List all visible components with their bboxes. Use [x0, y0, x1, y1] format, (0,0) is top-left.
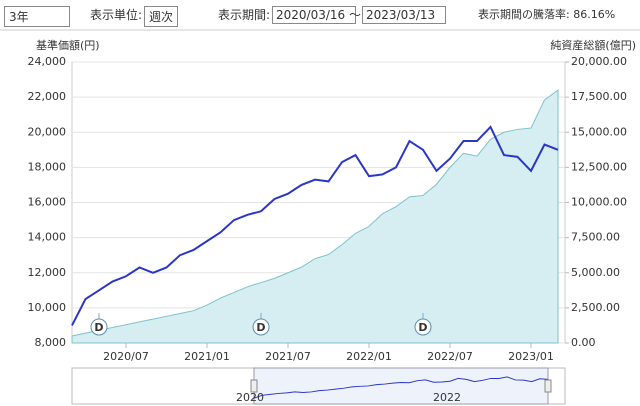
y2-tick-label: 17,500.00: [571, 90, 627, 103]
navigator-handle[interactable]: [544, 379, 552, 393]
toolbar: 3年 表示単位: 週次 表示期間: 2020/03/16 ～ 2023/03/1…: [0, 0, 640, 30]
y2-tick-label: 0.00: [571, 336, 596, 349]
dividend-label: D: [256, 321, 265, 334]
x-tick-label: 2022/07: [427, 350, 473, 363]
dividend-marker: [90, 318, 108, 336]
x-tick-label: 2023/01: [508, 350, 554, 363]
unit-select[interactable]: 週次: [144, 6, 179, 27]
y2-axis-title: 純資産総額(億円): [550, 38, 636, 52]
navigator-handle[interactable]: [250, 379, 258, 393]
y2-tick-label: 15,000.00: [571, 125, 627, 138]
dividend-marker: [252, 318, 270, 336]
y-tick-label: 20,000: [28, 125, 67, 138]
x-tick-label: 2020/07: [103, 350, 149, 363]
y-tick-label: 16,000: [28, 196, 67, 209]
period-select[interactable]: 3年: [4, 6, 70, 27]
navigator-line: [253, 376, 549, 399]
range-label: 表示期間:: [218, 8, 271, 22]
navigator-label: 2020: [236, 391, 264, 404]
net-assets-area: [71, 89, 559, 344]
y2-tick-label: 10,000.00: [571, 196, 627, 209]
y2-tick-label: 12,500.00: [571, 160, 627, 173]
navigator-selection: [253, 367, 549, 405]
y2-tick-label: 7,500.00: [571, 231, 620, 244]
start-date[interactable]: 2020/03/16: [272, 6, 356, 24]
dividend-label: D: [418, 321, 427, 334]
change-label: 表示期間の騰落率: 86.16%: [478, 8, 616, 21]
y-tick-label: 12,000: [28, 266, 67, 279]
y-tick-label: 22,000: [28, 90, 67, 103]
y-axis-title: 基準価額(円): [36, 38, 100, 52]
x-tick-label: 2021/01: [184, 350, 230, 363]
y-tick-label: 14,000: [28, 231, 67, 244]
y2-tick-label: 20,000.00: [571, 55, 627, 68]
end-date[interactable]: 2023/03/13: [362, 6, 446, 24]
y-tick-label: 18,000: [28, 160, 67, 173]
y2-tick-label: 5,000.00: [571, 266, 620, 279]
y-tick-label: 8,000: [35, 336, 67, 349]
x-tick-label: 2021/07: [265, 350, 311, 363]
dividend-marker: [414, 318, 432, 336]
y-tick-label: 10,000: [28, 301, 67, 314]
x-tick-label: 2022/01: [346, 350, 392, 363]
range-separator: ～: [349, 8, 362, 22]
y2-tick-label: 2,500.00: [571, 301, 620, 314]
navigator-label: 2022: [433, 391, 461, 404]
base-price-line: [71, 125, 559, 326]
unit-label: 表示単位:: [90, 8, 143, 22]
dividend-label: D: [94, 321, 103, 334]
y-tick-label: 24,000: [28, 55, 67, 68]
